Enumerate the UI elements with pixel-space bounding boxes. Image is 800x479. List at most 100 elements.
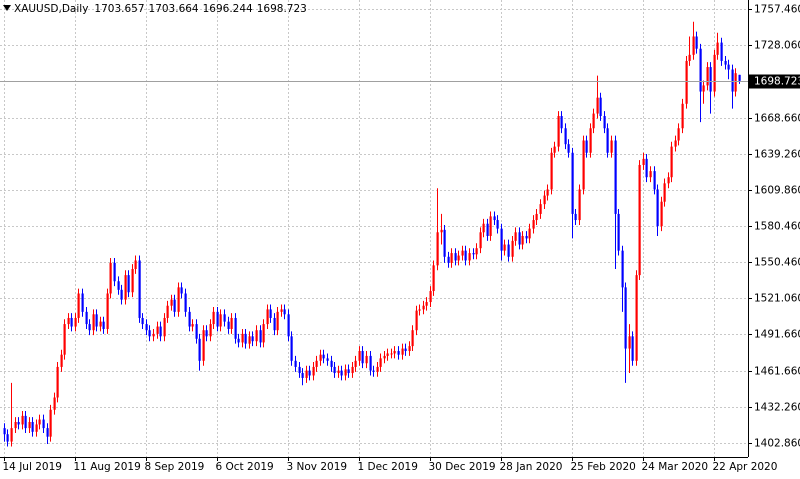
y-tick-label: 1639.260 (754, 149, 800, 161)
candle-body (227, 321, 230, 329)
candle-body (372, 370, 375, 372)
candle-body (464, 250, 467, 261)
candle-body (699, 48, 702, 92)
candle-body (230, 317, 233, 329)
candle-body (472, 253, 475, 255)
candle-body (195, 324, 198, 339)
candle-body (592, 113, 595, 129)
candle-body (28, 421, 31, 429)
candle-body (124, 275, 127, 300)
candle-body (589, 128, 592, 153)
candle-body (326, 358, 329, 361)
candle-body (454, 253, 457, 261)
candle-body (290, 336, 293, 361)
candle-body (535, 213, 538, 221)
candle-body (624, 287, 627, 349)
candle-body (617, 213, 620, 251)
candle-body (642, 158, 645, 165)
candle-body (205, 330, 208, 337)
candle-body (269, 309, 272, 318)
candle-body (447, 256, 450, 263)
candle-body (681, 103, 684, 129)
candle-body (425, 302, 428, 306)
candle-body (397, 351, 400, 355)
candle-body (141, 317, 144, 325)
candle-body (571, 152, 574, 214)
x-tick-label: 25 Feb 2020 (571, 461, 636, 473)
candle-body (720, 42, 723, 61)
candle-body (223, 314, 226, 322)
y-tick-label: 1668.660 (754, 113, 800, 125)
candle-body (31, 421, 34, 432)
candle-body (241, 333, 244, 343)
candle-body (415, 310, 418, 331)
candle-body (482, 223, 485, 233)
candle-body (667, 177, 670, 184)
candle-body (173, 299, 176, 312)
axes: 1757.460 1728.060 1668.660 1639.260 1609.860… (3, 4, 800, 473)
candle-body (234, 317, 237, 339)
candle-body (38, 419, 41, 425)
y-tick-label: 1580.460 (754, 221, 800, 233)
x-tick-label: 1 Dec 2019 (358, 461, 418, 473)
candle-body (543, 195, 546, 205)
candle-body (724, 60, 727, 65)
candle-body (621, 250, 624, 288)
candle-body (283, 309, 286, 315)
candle-body (468, 253, 471, 261)
candle-body (525, 235, 528, 239)
candle-body (351, 366, 354, 374)
header-close: 1698.723 (257, 3, 307, 15)
candle-body (177, 287, 180, 312)
candle-body (514, 232, 517, 241)
candle-body (134, 260, 137, 270)
candle-body (486, 223, 489, 236)
candle-body (734, 73, 737, 92)
candle-body (574, 213, 577, 221)
candle-body (713, 54, 716, 92)
candle-body (408, 346, 411, 352)
y-tick-label: 1757.460 (754, 4, 800, 16)
menu-triangle[interactable] (3, 5, 11, 11)
candle-body (266, 309, 269, 325)
candle-body (63, 324, 66, 355)
candle-body (184, 293, 187, 312)
candle-body (507, 244, 510, 257)
candle-body (156, 326, 159, 334)
y-tick-label: 1609.860 (754, 185, 800, 197)
candle-body (635, 275, 638, 361)
candle-body (628, 336, 631, 349)
candle-body (109, 262, 112, 294)
candle-body (330, 360, 333, 367)
candle-body (209, 324, 212, 337)
candle-body (276, 311, 279, 331)
y-tick-label: 1491.660 (754, 329, 800, 341)
y-tick-label: 1461.660 (754, 366, 800, 378)
candle-body (333, 366, 336, 374)
candle-body (188, 311, 191, 327)
candle-body (606, 128, 609, 153)
grid (0, 0, 748, 457)
candle-body (674, 140, 677, 147)
candle-body (596, 97, 599, 114)
candle-body (727, 64, 730, 70)
candle-body (49, 409, 52, 437)
candle-body (148, 330, 151, 337)
candle-body (738, 74, 741, 81)
candle-body (67, 317, 70, 325)
candle-body (443, 229, 446, 257)
candle-body (337, 370, 340, 374)
candle-body (369, 355, 372, 371)
candle-body (102, 321, 105, 329)
candle-body (10, 428, 13, 442)
candle-body (262, 324, 265, 343)
candle-body (560, 116, 563, 129)
candle-body (74, 317, 77, 327)
candle-body (35, 424, 38, 432)
candle-body (660, 201, 663, 227)
candle-body (3, 428, 6, 435)
candle-body (24, 415, 27, 429)
candle-body (518, 232, 521, 245)
candle-body (716, 42, 719, 55)
